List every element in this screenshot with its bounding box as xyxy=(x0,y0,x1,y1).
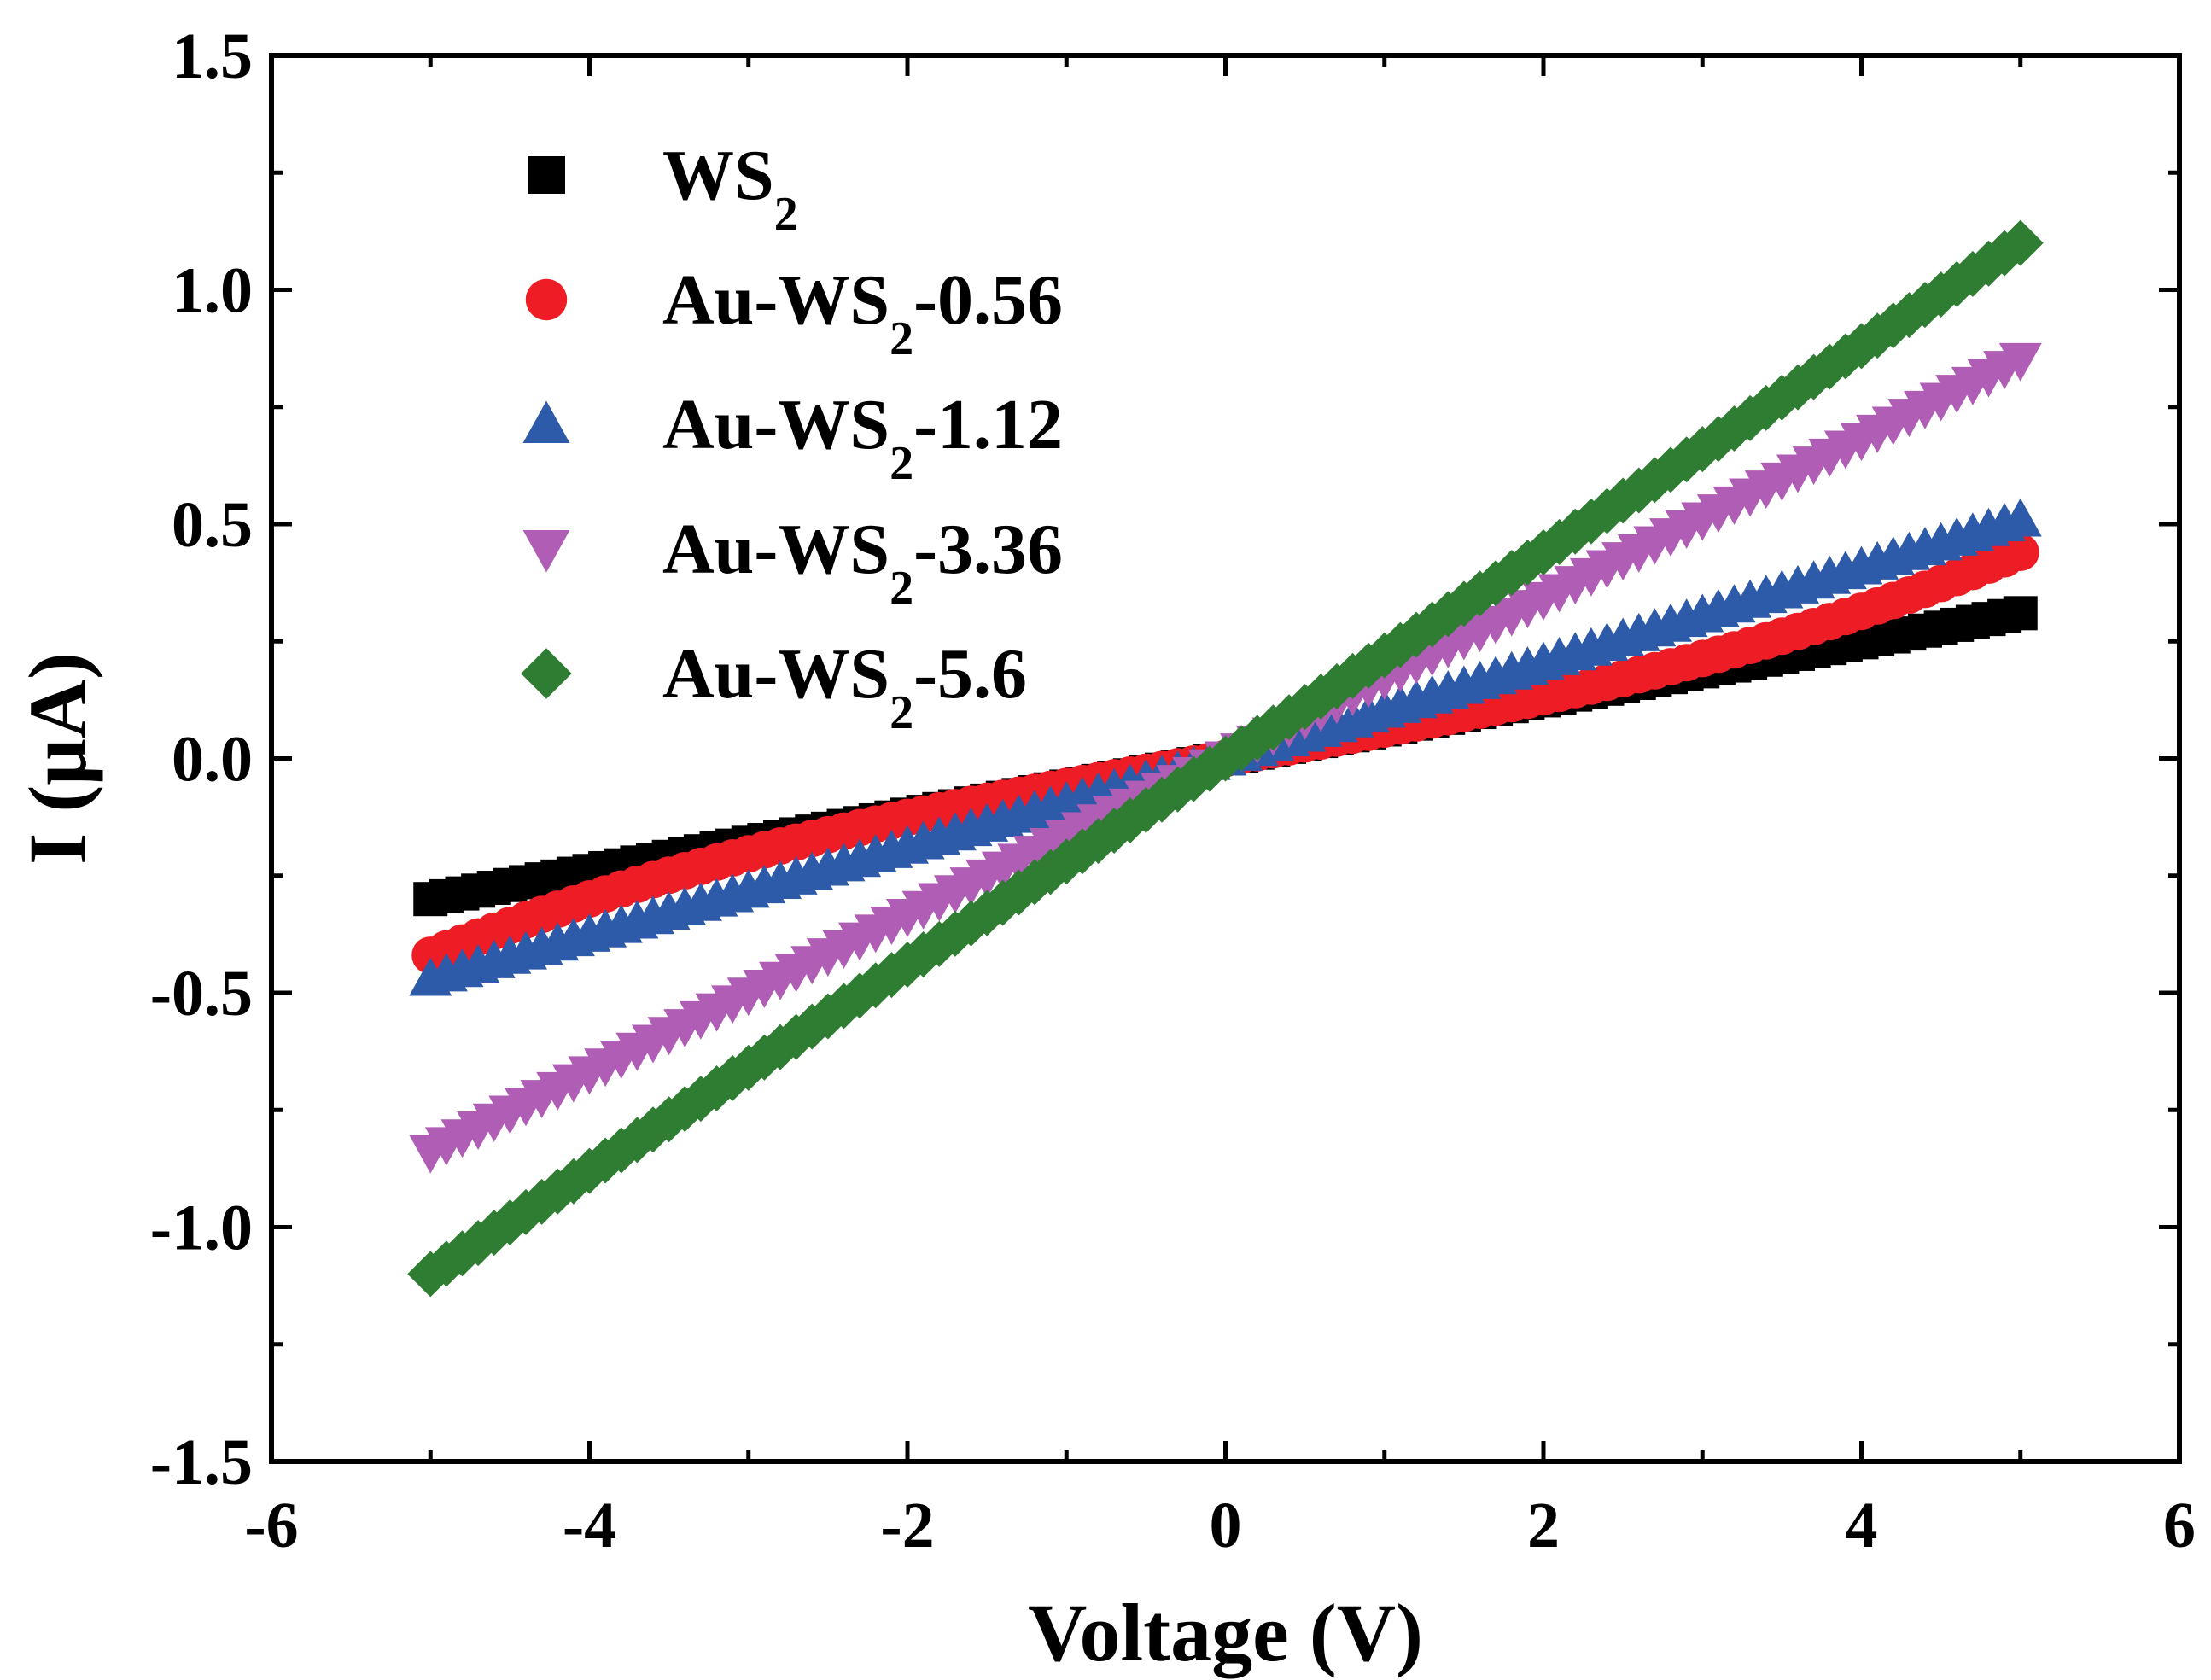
legend-label-main: Au-WS xyxy=(662,260,890,340)
y-tick-label: 1.0 xyxy=(172,255,253,327)
legend-label-tail: -1.12 xyxy=(913,385,1063,464)
legend-label: WS2 xyxy=(662,136,798,241)
legend-label-main: Au-WS xyxy=(662,634,890,714)
series-Au-WS2-3.36 xyxy=(409,342,2042,1174)
y-tick-label: -1.0 xyxy=(150,1193,253,1264)
x-tick-label: -6 xyxy=(244,1490,298,1561)
legend-label-subscript: 2 xyxy=(774,188,798,241)
x-tick-label: 2 xyxy=(1527,1490,1560,1561)
legend-marker xyxy=(528,156,565,194)
y-tick-label: 0.0 xyxy=(172,724,253,796)
legend-label: Au-WS2-5.6 xyxy=(662,634,1027,739)
x-tick-label: 6 xyxy=(2163,1490,2196,1561)
legend-label-main: WS xyxy=(662,136,774,215)
legend-marker xyxy=(521,648,572,699)
y-tick-label: -0.5 xyxy=(150,958,253,1030)
y-tick-label: 0.5 xyxy=(172,489,253,561)
tick-labels: -6 -4 -2 0 2 4 6 -1.5 -1.0 -0.5 0.0 0.5 1.0 1.5 xyxy=(150,20,2196,1561)
legend-label-subscript: 2 xyxy=(890,562,913,615)
legend-label-tail: -3.36 xyxy=(913,510,1063,589)
legend-marker xyxy=(525,278,568,321)
y-tick-label: 1.5 xyxy=(172,20,253,92)
x-tick-label: -2 xyxy=(880,1490,934,1561)
series-Au-WS2-5.6 xyxy=(407,219,2044,1298)
data-point xyxy=(1998,498,2042,537)
legend-label-main: Au-WS xyxy=(662,510,890,589)
legend-label-subscript: 2 xyxy=(890,437,913,490)
data-point xyxy=(1012,859,1058,906)
legend-label-tail: -5.6 xyxy=(913,634,1027,714)
data-point xyxy=(1679,426,1726,473)
x-tick-label: -4 xyxy=(563,1490,616,1561)
data-point xyxy=(2003,596,2038,631)
data-point xyxy=(1998,342,2042,382)
data-point xyxy=(2001,533,2039,571)
legend-label: Au-WS2-3.36 xyxy=(662,510,1063,615)
legend-label-main: Au-WS xyxy=(662,385,890,464)
data-marks xyxy=(407,219,2044,1298)
legend-label: Au-WS2-0.56 xyxy=(662,260,1063,365)
legend-label: Au-WS2-1.12 xyxy=(662,385,1063,490)
axis-ticks xyxy=(269,53,2182,1464)
x-axis-title: Voltage (V) xyxy=(1028,1587,1423,1678)
data-point xyxy=(1663,436,1710,483)
data-point xyxy=(1997,219,2044,266)
y-tick-label: -1.5 xyxy=(150,1426,253,1498)
legend-label-subscript: 2 xyxy=(890,686,913,739)
legend-label-subscript: 2 xyxy=(890,312,913,365)
y-axis-title: I (μA) xyxy=(12,652,103,865)
x-tick-label: 0 xyxy=(1210,1490,1242,1561)
legend-marker xyxy=(522,530,570,573)
legend: WS2Au-WS2-0.56Au-WS2-1.12Au-WS2-3.36Au-W… xyxy=(521,136,1063,739)
x-tick-label: 4 xyxy=(1846,1490,1878,1561)
legend-marker xyxy=(522,400,570,443)
legend-label-tail: -0.56 xyxy=(913,260,1063,340)
